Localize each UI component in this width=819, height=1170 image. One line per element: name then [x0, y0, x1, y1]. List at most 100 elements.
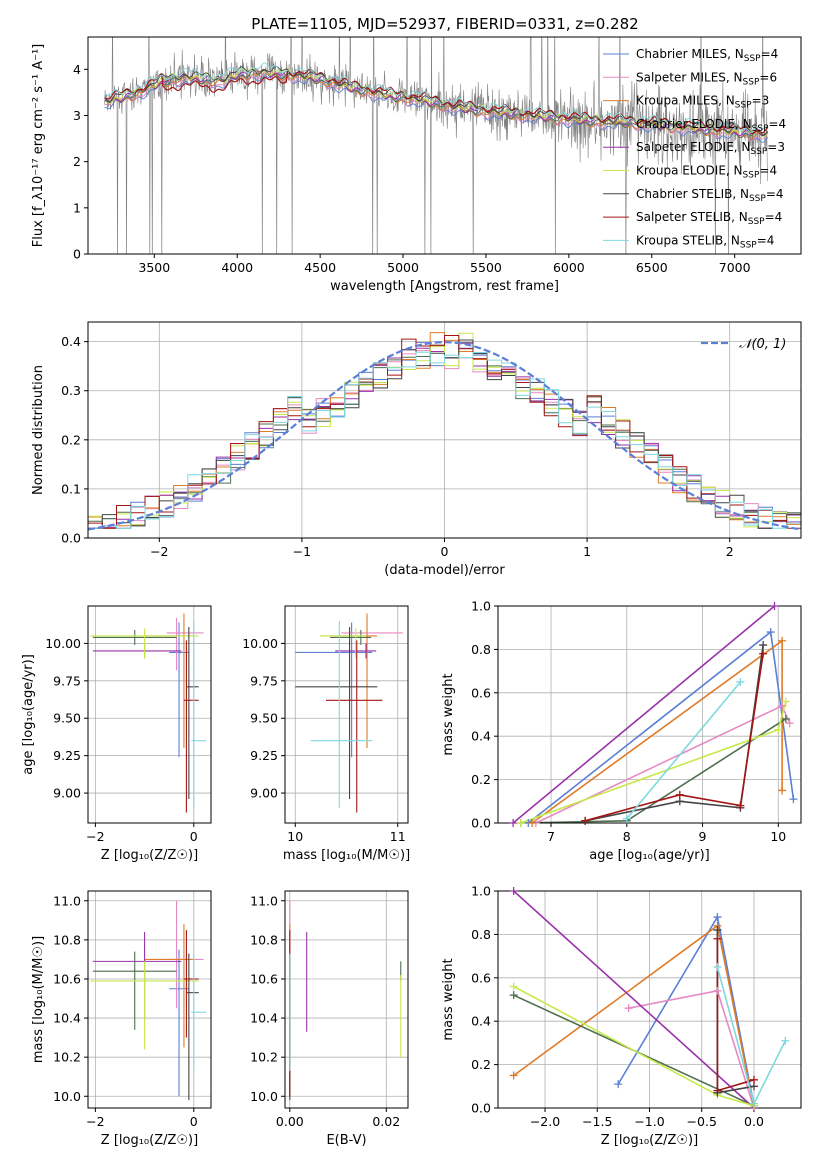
y-tick-label: 10.0 — [250, 1089, 278, 1104]
ticks: 3500 4000 4500 5000 5500 6000 6500 7000 0 1 2 3 4 — [73, 62, 751, 275]
weight-marker — [614, 1080, 623, 1089]
ticks: −2.0 −1.5 −1.0 −0.5 0.0 0.0 0.2 0.4 0.6 0.8 1.0 — [471, 884, 764, 1130]
legend-model-name: Salpeter MILES — [636, 70, 726, 84]
weight-marker — [713, 986, 722, 995]
weight-marker — [581, 816, 590, 825]
legend-model-name: Salpeter ELODIE — [636, 140, 734, 154]
legend-entry: Chabrier STELIB, NSSP=4 — [636, 187, 784, 204]
figure-title: PLATE=1105, MJD=52937, FIBERID=0331, z=0… — [251, 15, 638, 33]
x-tick-label: 7 — [547, 829, 555, 844]
weight-marker — [766, 628, 775, 637]
y-tick-label: 4 — [73, 62, 81, 77]
ticks: 0.00 0.02 10.0 10.2 10.4 10.6 10.8 11.0 — [250, 893, 400, 1129]
errorbar-point — [310, 620, 373, 809]
y-tick-label: 10.0 — [53, 1089, 81, 1104]
residual-histogram — [88, 351, 801, 529]
weight-marker — [759, 649, 768, 658]
errorbar-point — [326, 640, 383, 813]
x-tick-label: −1 — [293, 544, 311, 559]
errorbar-point — [90, 961, 199, 1050]
weight-marker — [749, 1075, 758, 1084]
model-spectrum-line — [104, 62, 769, 133]
weight-marker — [509, 819, 518, 827]
model-spectrum-line — [104, 65, 769, 137]
weight-marker — [774, 725, 783, 734]
y-tick-label: 10.6 — [250, 971, 278, 986]
y-tick-label: 10.2 — [250, 1050, 278, 1065]
y-tick-label: 0.4 — [471, 729, 491, 744]
plot-area — [90, 613, 207, 813]
x-axis-label: wavelength [Angstrom, rest frame] — [330, 279, 559, 294]
weight-marker — [785, 719, 794, 728]
y-tick-label: 11.0 — [250, 893, 278, 908]
y-axis-label: Flux [f_λ10⁻¹⁷ erg cm⁻² s⁻¹ A⁻¹] — [31, 44, 46, 248]
weight-marker — [736, 801, 745, 810]
errorbar-point — [92, 951, 177, 1030]
plot-area — [88, 332, 801, 531]
plot-area — [512, 606, 795, 823]
legend-entry: Kroupa STELIB, NSSP=4 — [636, 233, 774, 250]
y-tick-label: 10.00 — [242, 636, 278, 651]
panel-age_vs_Z: −2 0 9.00 9.25 9.50 9.75 10.00 Z [log₁₀(Z/Z☉)] a… — [21, 605, 212, 863]
legend-subscript: SSP — [743, 171, 760, 181]
y-tick-label: 10.6 — [53, 971, 81, 986]
errorbar-point — [92, 643, 182, 659]
y-tick-label: 0.3 — [61, 383, 81, 398]
grid — [285, 891, 408, 1108]
legend-nssp-value: =6 — [759, 70, 777, 84]
y-tick-label: 10.2 — [53, 1050, 81, 1065]
x-axis-label: age [log₁₀(age/yr)] — [589, 848, 710, 863]
y-tick-label: 10.00 — [45, 636, 81, 651]
weight-series-line — [513, 891, 755, 1108]
legend-subscript: SSP — [740, 240, 757, 250]
weight-series-line — [626, 681, 742, 820]
x-tick-label: 9 — [699, 829, 707, 844]
weight-marker — [624, 1004, 633, 1013]
legend-entry: Chabrier ELODIE, NSSP=4 — [636, 117, 786, 134]
ticks: 7 8 9 10 0.0 0.2 0.4 0.6 0.8 1.0 — [471, 599, 786, 845]
errorbar-point — [295, 622, 373, 758]
ticks: −2 0 10.0 10.2 10.4 10.6 10.8 11.0 — [53, 893, 198, 1129]
plot-area — [104, 37, 769, 254]
y-tick-label: 9.75 — [53, 673, 81, 688]
panel-mass_vs_Z: −2 0 10.0 10.2 10.4 10.6 10.8 11.0 Z [log₁₀(Z/Z☉… — [31, 890, 212, 1148]
grid — [285, 606, 408, 823]
legend-entry: Kroupa ELODIE, NSSP=4 — [636, 164, 777, 181]
weight-marker — [781, 714, 790, 723]
ticks: −2 0 9.00 9.25 9.50 9.75 10.00 — [45, 636, 198, 844]
y-tick-label: 11.0 — [53, 893, 81, 908]
axes-frame — [497, 890, 802, 1109]
legend-entry: Salpeter STELIB, NSSP=4 — [636, 210, 782, 227]
y-tick-label: 0.8 — [471, 642, 491, 657]
legend-subscript: SSP — [752, 124, 769, 134]
y-tick-label: 0.0 — [471, 816, 491, 831]
errorbar-point — [186, 626, 199, 800]
legend-nssp-value: =4 — [759, 164, 777, 178]
legend-nssp-value: =4 — [768, 117, 786, 131]
y-axis-label: mass [log₁₀(M/M☉)] — [31, 936, 46, 1063]
y-tick-label: 1.0 — [471, 599, 491, 614]
errorbar-point — [191, 620, 207, 809]
legend-nssp-prefix: , N — [734, 140, 751, 154]
weight-marker — [509, 1071, 518, 1080]
errorbar-point — [341, 617, 403, 671]
x-axis-label: Z [log₁₀(Z/Z☉)] — [101, 848, 198, 863]
weight-marker — [509, 887, 518, 895]
y-tick-label: 0.6 — [471, 970, 491, 985]
errorbar-point — [166, 617, 204, 671]
legend-model-name: Kroupa ELODIE — [636, 164, 726, 178]
weight-marker — [789, 795, 798, 804]
legend-nssp-value: =3 — [767, 140, 785, 154]
x-tick-label: 3500 — [138, 260, 170, 275]
y-axis-label: mass weight — [441, 673, 456, 755]
x-tick-label: −1.5 — [582, 1114, 612, 1129]
x-tick-label: 7000 — [719, 260, 751, 275]
residual-histogram — [88, 335, 801, 529]
legend-entry: Chabrier MILES, NSSP=4 — [636, 47, 778, 64]
legend-nssp-prefix: , N — [718, 94, 735, 108]
x-axis-label: mass [log₁₀(M/M☉)] — [283, 848, 410, 863]
x-tick-label: 4000 — [221, 260, 253, 275]
x-axis-label: Z [log₁₀(Z/Z☉)] — [101, 1133, 198, 1148]
legend-model-name: Chabrier STELIB — [636, 187, 732, 201]
weight-marker — [778, 701, 787, 710]
